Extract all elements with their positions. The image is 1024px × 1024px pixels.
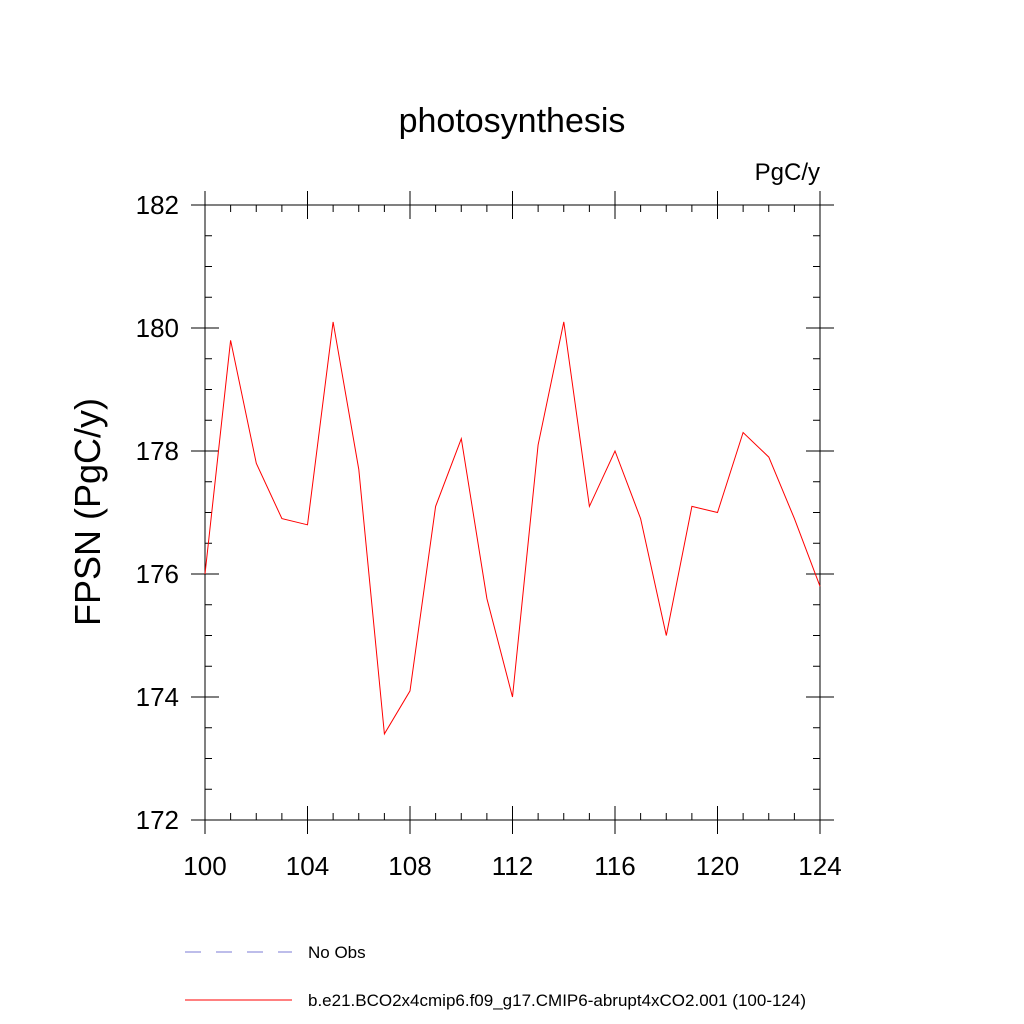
legend-label: No Obs bbox=[308, 943, 366, 962]
y-tick-label: 178 bbox=[136, 436, 179, 466]
x-tick-label: 124 bbox=[798, 851, 841, 881]
y-tick-label: 182 bbox=[136, 190, 179, 220]
y-tick-label: 180 bbox=[136, 313, 179, 343]
series-lines bbox=[204, 321, 821, 736]
x-tick-label: 104 bbox=[286, 851, 329, 881]
y-axis-label: FPSN (PgC/y) bbox=[67, 398, 108, 626]
x-tick-label: 112 bbox=[492, 851, 533, 881]
plot-frame bbox=[204, 204, 821, 821]
chart-title: photosynthesis bbox=[399, 102, 626, 140]
y-tick-label: 176 bbox=[136, 559, 179, 589]
x-tick-label: 108 bbox=[388, 851, 431, 881]
y-tick-label: 174 bbox=[136, 682, 179, 712]
units-label: PgC/y bbox=[755, 159, 820, 186]
y-tick-label: 172 bbox=[136, 805, 179, 835]
legend-label: b.e21.BCO2x4cmip6.f09_g17.CMIP6-abrupt4x… bbox=[308, 991, 806, 1010]
x-tick-label: 116 bbox=[594, 851, 635, 881]
legend: No Obs b.e21.BCO2x4cmip6.f09_g17.CMIP6-ab… bbox=[185, 943, 806, 1010]
x-tick-label: 120 bbox=[696, 851, 739, 881]
series-line bbox=[204, 321, 821, 736]
axis-ticks: 100 104 108 112 116 120 124 172 174 176 178 180 182 bbox=[136, 190, 842, 881]
x-tick-label: 100 bbox=[183, 851, 226, 881]
